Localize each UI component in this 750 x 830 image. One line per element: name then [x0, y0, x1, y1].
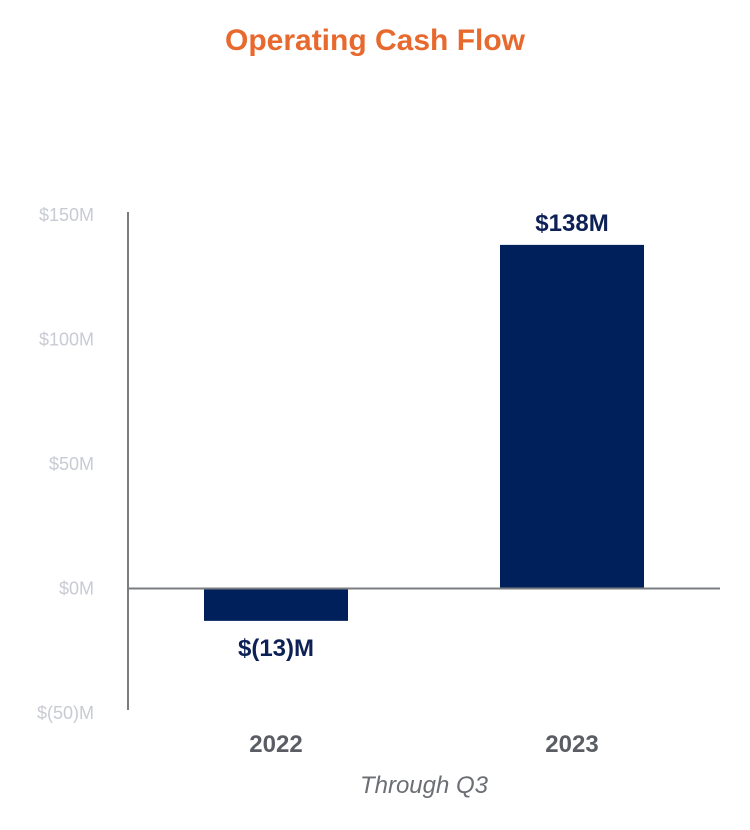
y-tick-label: $100M	[39, 330, 94, 350]
data-label-2022: $(13)M	[238, 635, 314, 662]
data-label-2023: $138M	[535, 210, 608, 237]
bar-2022	[204, 588, 348, 621]
y-tick-label: $0M	[59, 579, 94, 599]
chart-title: Operating Cash Flow	[224, 24, 526, 57]
x-axis-label: Through Q3	[360, 772, 489, 799]
category-label-2023: 2023	[545, 731, 598, 758]
data-labels: $(13)M $138M	[238, 210, 609, 662]
y-tick-label: $50M	[49, 454, 94, 474]
category-label-2022: 2022	[249, 731, 302, 758]
bar-2023	[500, 244, 644, 589]
y-tick-label: $(50)M	[37, 703, 94, 723]
category-labels: 2022 2023	[249, 731, 598, 758]
bars	[204, 244, 644, 621]
y-tick-label: $150M	[39, 205, 94, 225]
y-axis-ticks: $150M $100M $50M $0M $(50)M	[37, 205, 94, 723]
